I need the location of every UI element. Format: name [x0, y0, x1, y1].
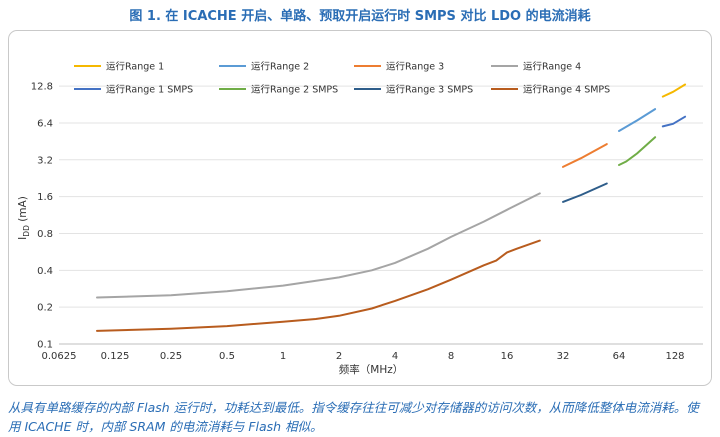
y-tick-label: 12.8 [31, 82, 53, 93]
y-tick-label: 0.4 [37, 266, 53, 277]
y-tick-label: 1.6 [37, 192, 53, 203]
y-tick-label: 0.1 [37, 340, 53, 351]
x-tick-label: 8 [448, 351, 454, 362]
grid-lines [59, 85, 703, 345]
legend-label-运行range-2: 运行Range 2 [251, 61, 309, 73]
legend-label-运行range-1-smps: 运行Range 1 SMPS [106, 84, 193, 96]
y-tick-label: 0.2 [37, 303, 53, 314]
legend-label-运行range-4: 运行Range 4 [523, 61, 581, 73]
y-tick-label: 0.8 [37, 229, 53, 240]
x-tick-label: 16 [501, 351, 514, 362]
legend-label-运行range-1: 运行Range 1 [106, 61, 164, 73]
series-line-运行range-3 [562, 143, 608, 168]
x-tick-labels: 0.0625 0.125 0.25 0.5 1 2 4 8 16 32 64 128 [42, 351, 685, 362]
x-tick-label: 2 [336, 351, 342, 362]
legend-label-运行range-3: 运行Range 3 [386, 61, 444, 73]
y-axis-label-unit: (mA) [17, 196, 29, 225]
line-chart: 0.1 0.2 0.4 0.8 1.6 3.2 6.4 12.8 0.0625 0.125 0.2… [17, 61, 703, 376]
y-axis-label-main: I [17, 237, 29, 240]
series-line-运行range-4-smps [96, 239, 541, 332]
y-axis-label-sub: DD [22, 225, 31, 237]
x-tick-label: 0.25 [160, 351, 182, 362]
x-tick-label: 0.125 [101, 351, 130, 362]
x-axis-label: 频率（MHz） [339, 363, 403, 376]
series-line-运行range-4 [96, 192, 541, 299]
series-lines [96, 83, 687, 332]
y-tick-label: 6.4 [37, 118, 53, 129]
figure-title: 图 1. 在 ICACHE 开启、单路、预取开启运行时 SMPS 对比 LDO … [129, 9, 591, 24]
series-line-运行range-1-smps [661, 115, 687, 128]
legend-label-运行range-4-smps: 运行Range 4 SMPS [523, 84, 610, 96]
series-line-运行range-2 [618, 108, 657, 132]
x-tick-label: 64 [613, 351, 626, 362]
y-tick-labels: 0.1 0.2 0.4 0.8 1.6 3.2 6.4 12.8 [31, 82, 53, 351]
x-tick-label: 4 [392, 351, 398, 362]
y-axis-label: IDD (mA) [17, 196, 31, 240]
x-tick-label: 1 [280, 351, 286, 362]
series-line-运行range-3-smps [562, 182, 608, 203]
figure-caption: 从具有单路缓存的内部 Flash 运行时，功耗达到最低。指令缓存往往可减少对存储… [8, 400, 699, 434]
series-line-运行range-2-smps [618, 136, 657, 166]
x-tick-label: 128 [665, 351, 684, 362]
x-tick-label: 0.0625 [42, 351, 77, 362]
x-tick-label: 32 [557, 351, 570, 362]
legend-label-运行range-3-smps: 运行Range 3 SMPS [386, 84, 473, 96]
series-line-运行range-1 [661, 83, 687, 98]
x-tick-label: 0.5 [219, 351, 235, 362]
y-tick-label: 3.2 [37, 155, 53, 166]
legend: 运行Range 1 运行Range 2 运行Range 3 运行Range 4 运行Ra… [74, 61, 610, 96]
chart-frame: 0.1 0.2 0.4 0.8 1.6 3.2 6.4 12.8 0.0625 0.125 0.2… [8, 30, 712, 386]
legend-label-运行range-2-smps: 运行Range 2 SMPS [251, 84, 338, 96]
